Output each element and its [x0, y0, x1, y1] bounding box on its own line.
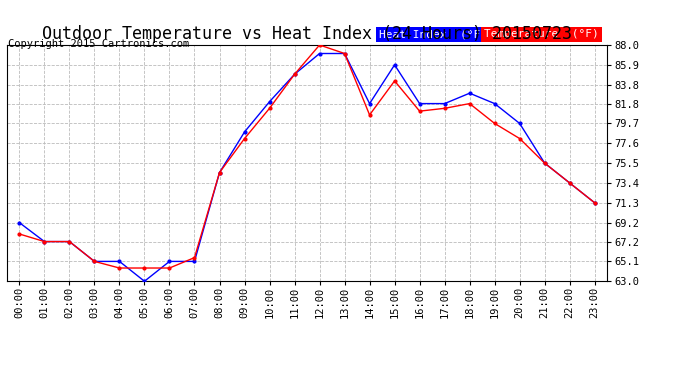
Text: Copyright 2015 Cartronics.com: Copyright 2015 Cartronics.com	[8, 39, 190, 50]
Text: Heat Index  (°F): Heat Index (°F)	[379, 29, 487, 39]
Title: Outdoor Temperature vs Heat Index (24 Hours) 20150723: Outdoor Temperature vs Heat Index (24 Ho…	[42, 26, 572, 44]
Text: Temperature  (°F): Temperature (°F)	[484, 29, 599, 39]
